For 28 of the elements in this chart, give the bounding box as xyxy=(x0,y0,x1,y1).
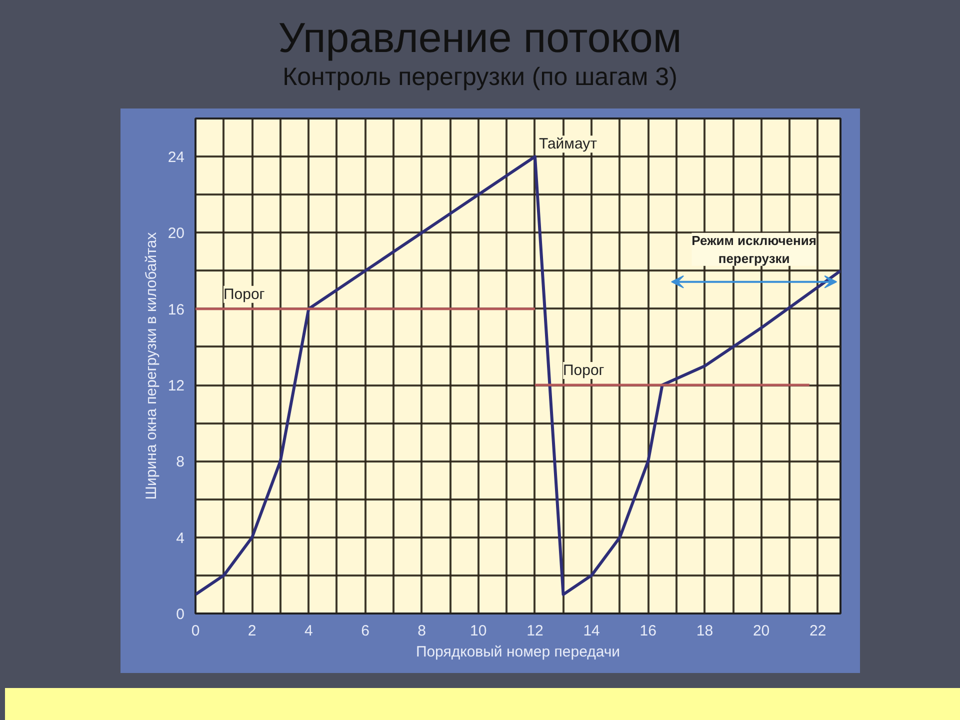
x-tick-label: 16 xyxy=(640,622,656,640)
series-label: Порог xyxy=(562,362,605,380)
x-tick-label: 20 xyxy=(752,622,770,640)
y-axis-title: Ширина окна перегрузки в килобайтах xyxy=(142,232,160,500)
x-tick-label: 4 xyxy=(304,622,313,640)
x-tick-label: 8 xyxy=(418,622,426,640)
chart-subtitle: Контроль перегрузки (по шагам 3) xyxy=(282,62,678,92)
x-tick-label: 10 xyxy=(470,622,487,640)
y-tick-label: 24 xyxy=(168,149,185,166)
x-tick-label: 6 xyxy=(361,622,370,640)
y-tick-label: 8 xyxy=(176,454,184,471)
y-tick-label: 16 xyxy=(168,301,185,318)
y-tick-label: 4 xyxy=(176,530,184,547)
x-tick-label: 12 xyxy=(526,622,544,640)
x-axis-title: Порядковый номер передачи xyxy=(416,644,620,660)
x-tick-label: 18 xyxy=(696,622,714,640)
annotation: Таймаут xyxy=(538,136,598,153)
x-tick-label: 0 xyxy=(191,622,200,640)
series-label: Порог xyxy=(224,286,266,303)
chart-title: Управление потоком xyxy=(277,14,683,62)
x-tick-label: 14 xyxy=(583,622,600,640)
annotation: Режим исключения перегрузки xyxy=(692,232,816,266)
y-tick-label: 20 xyxy=(168,225,185,242)
x-tick-label: 2 xyxy=(248,622,256,640)
x-tick-label: 22 xyxy=(810,622,826,640)
line-series xyxy=(196,155,840,596)
y-tick-label: 12 xyxy=(168,378,185,395)
y-tick-label: 0 xyxy=(176,606,184,623)
